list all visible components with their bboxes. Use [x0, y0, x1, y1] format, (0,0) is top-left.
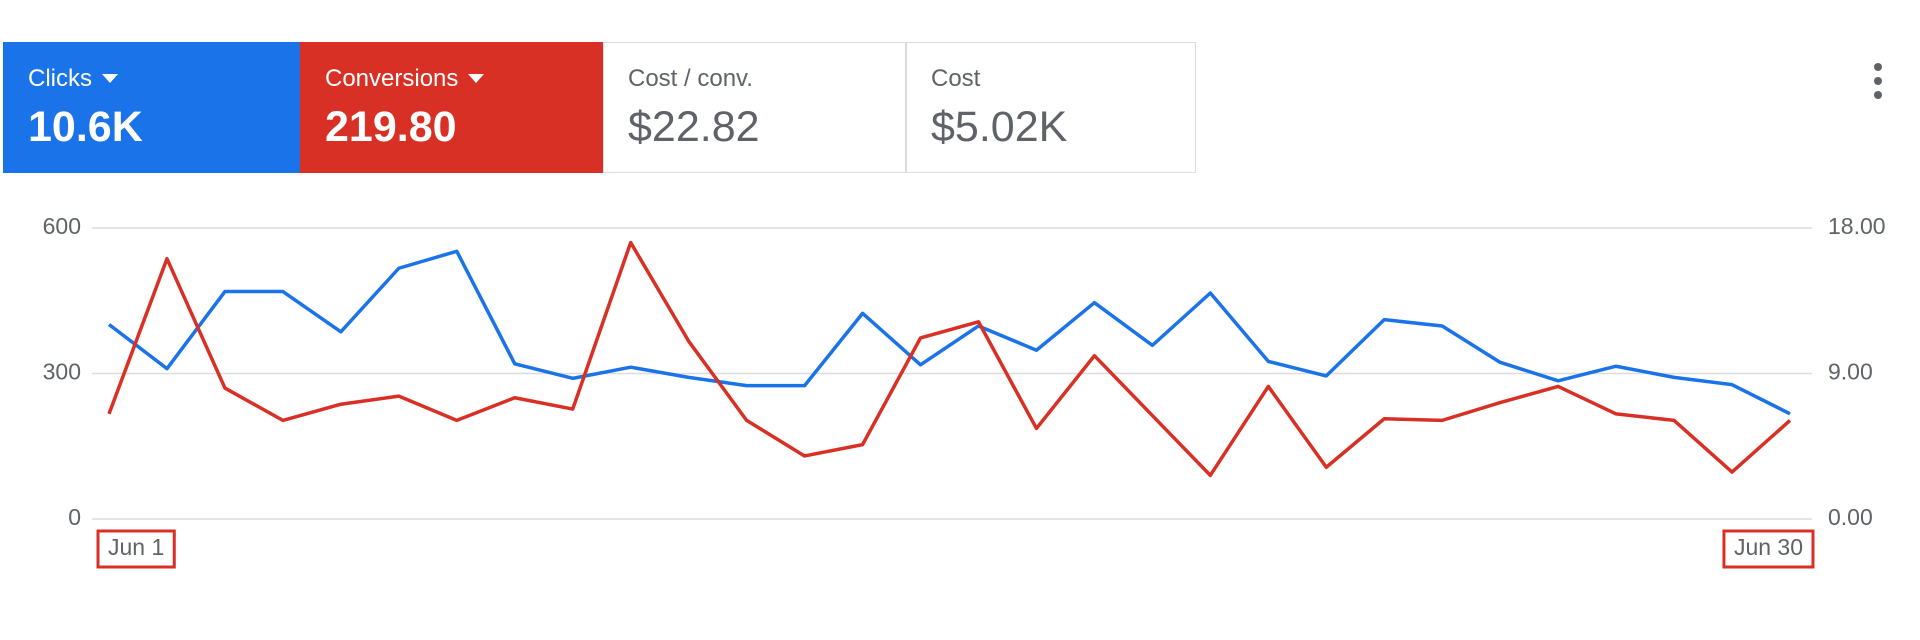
dropdown-arrow[interactable]	[102, 74, 118, 84]
y-tick-label: 600	[43, 213, 81, 239]
metric-label-row: Clicks	[28, 65, 299, 93]
x-tick-label: Jun 30	[1734, 534, 1803, 560]
x-tick-label: Jun 1	[108, 534, 164, 560]
metric-value: $5.02K	[931, 103, 1068, 151]
metric-card[interactable]: Clicks 10.6K	[3, 42, 300, 173]
y-tick-label: 0	[68, 504, 81, 530]
metric-cards: Clicks 10.6K Conversions 219.80 Cost / c…	[3, 42, 1196, 173]
metric-label: Conversions	[325, 65, 459, 92]
series-line	[107, 240, 1792, 478]
metric-value: 219.80	[325, 103, 457, 151]
metric-label: Clicks	[28, 65, 92, 92]
y2-tick-label: 9.00	[1828, 359, 1873, 385]
metric-card[interactable]: Conversions 219.80	[300, 42, 603, 173]
metric-label: Cost / conv.	[628, 65, 753, 92]
metric-label-row: Conversions	[325, 65, 602, 93]
metric-label: Cost	[931, 65, 981, 92]
y2-tick-label: 0.00	[1828, 504, 1873, 530]
metric-card[interactable]: Cost / conv. $22.82	[603, 42, 906, 173]
y-tick-label: 300	[43, 359, 81, 385]
more-menu[interactable]	[1868, 62, 1888, 100]
y2-tick-label: 18.00	[1828, 213, 1886, 239]
highlight-box	[1722, 529, 1815, 569]
metric-card[interactable]: Cost $5.02K	[906, 42, 1196, 173]
metric-value: 10.6K	[28, 103, 143, 151]
highlight-box	[96, 529, 176, 569]
series-line	[107, 249, 1791, 416]
dropdown-arrow[interactable]	[468, 74, 485, 84]
metric-value: $22.82	[628, 103, 760, 151]
